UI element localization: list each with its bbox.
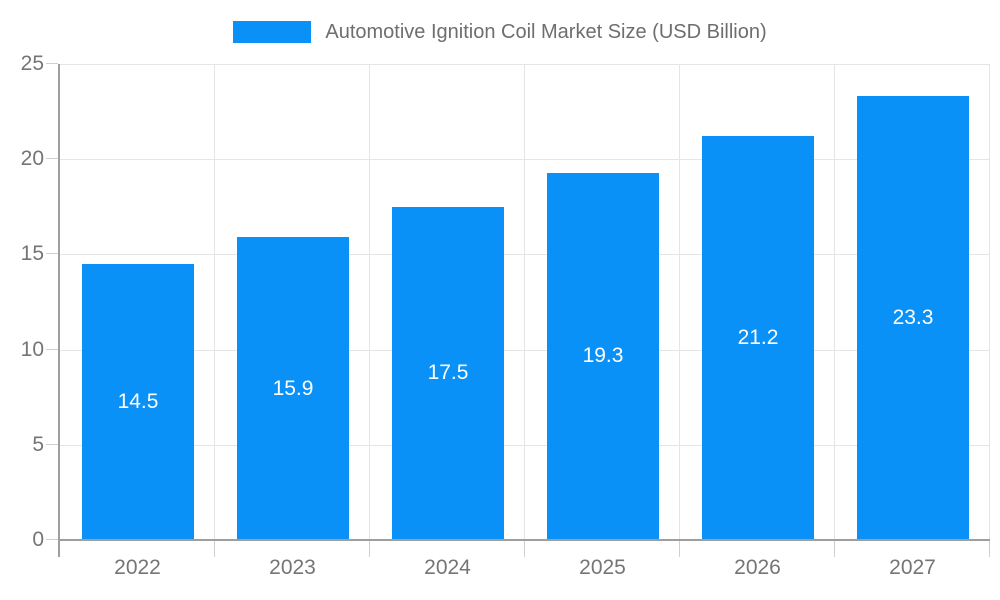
bar (392, 206, 504, 540)
bar-value-label: 19.3 (582, 344, 624, 368)
x-axis-tick (524, 541, 525, 557)
y-axis-tick (46, 348, 58, 350)
bar-value-label: 15.9 (272, 376, 314, 400)
v-gridline (524, 64, 525, 540)
y-axis-tick (46, 253, 58, 255)
bar-value-label: 14.5 (117, 389, 159, 413)
y-axis-tick-label: 0 (32, 528, 44, 551)
v-gridline (214, 64, 215, 540)
x-axis-line (58, 539, 990, 541)
h-gridline (60, 254, 990, 256)
y-axis-tick-label: 5 (32, 432, 44, 456)
y-axis-tick-label: 10 (20, 337, 44, 361)
x-axis-tick-label: 2024 (424, 556, 471, 579)
x-axis-tick (369, 541, 370, 557)
bar (237, 237, 349, 540)
y-axis-tick (46, 443, 58, 445)
y-axis-tick-label: 20 (20, 147, 44, 171)
bar-value-label: 17.5 (427, 361, 469, 385)
x-axis-tick (214, 541, 215, 557)
bar (82, 263, 194, 540)
legend-swatch-icon (233, 21, 312, 43)
x-axis-tick (989, 541, 990, 557)
bar-value-label: 21.2 (737, 326, 779, 350)
chart-legend: Automotive Ignition Coil Market Size (US… (0, 14, 1000, 50)
y-axis-tick-label: 15 (20, 242, 44, 266)
x-axis-tick-label: 2023 (269, 556, 316, 579)
v-gridline (834, 64, 835, 540)
bar (702, 136, 814, 540)
x-axis-tick (679, 541, 680, 557)
bar (547, 172, 659, 540)
y-axis-line (58, 64, 60, 557)
v-gridline (679, 64, 680, 540)
h-gridline (60, 64, 990, 65)
h-gridline (60, 159, 990, 161)
y-axis-tick (46, 63, 58, 64)
y-axis-tick-label: 25 (20, 52, 44, 75)
v-gridline (989, 64, 990, 540)
bar-value-label: 23.3 (892, 306, 934, 330)
plot-area: 14.5 15.9 17.5 19.3 21.2 23.3 (60, 64, 990, 540)
x-axis-tick-label: 2026 (734, 556, 781, 579)
x-axis-tick-label: 2027 (889, 556, 936, 579)
bar (857, 96, 969, 540)
legend-label: Automotive Ignition Coil Market Size (US… (325, 20, 767, 43)
x-axis-tick-label: 2025 (579, 556, 626, 579)
x-axis-tick-label: 2022 (114, 556, 161, 579)
y-axis-tick (46, 539, 58, 540)
h-gridline (60, 444, 990, 446)
h-gridline (60, 349, 990, 351)
x-axis-tick (834, 541, 835, 557)
v-gridline (369, 64, 370, 540)
legend-item[interactable]: Automotive Ignition Coil Market Size (US… (233, 20, 767, 44)
y-axis-tick (46, 158, 58, 160)
